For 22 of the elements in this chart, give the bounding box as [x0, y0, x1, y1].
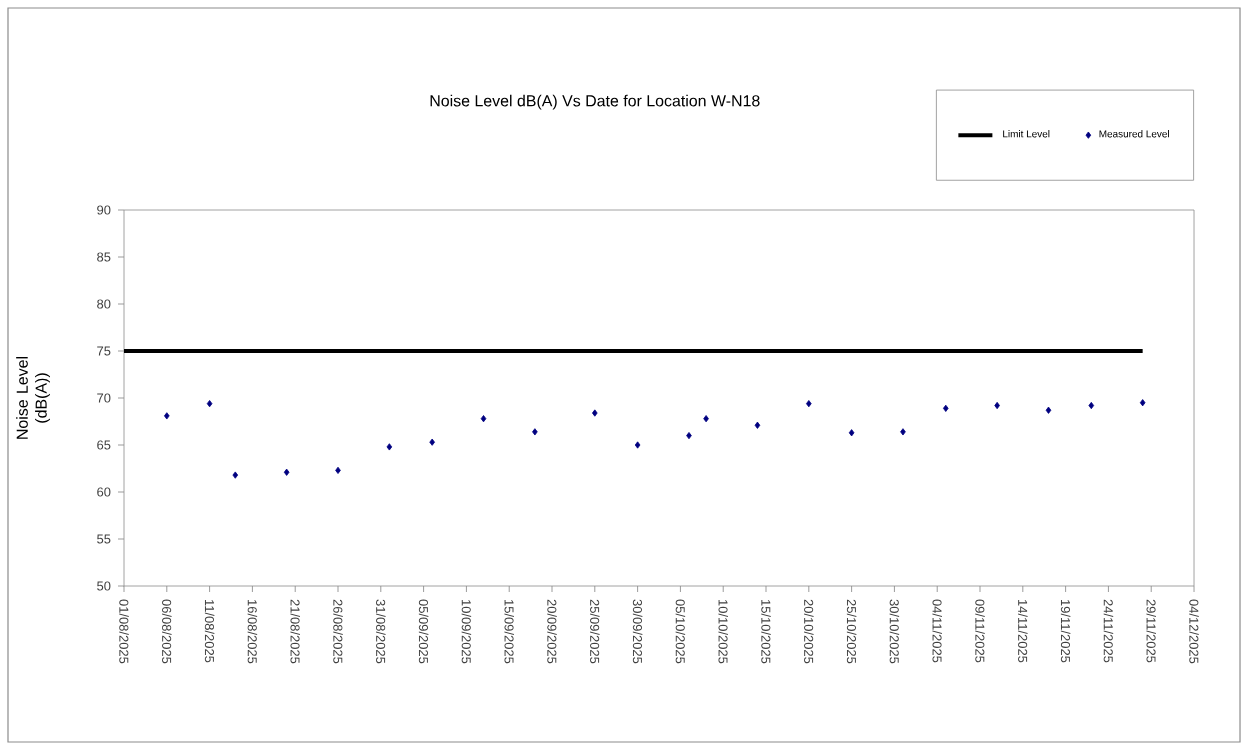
point — [1139, 399, 1146, 407]
point — [1088, 401, 1095, 410]
point — [283, 468, 290, 476]
point — [634, 441, 641, 449]
point — [532, 428, 538, 436]
point — [942, 404, 949, 412]
point — [806, 400, 812, 408]
point — [429, 438, 435, 446]
point — [386, 443, 393, 451]
point — [164, 412, 170, 420]
point — [703, 415, 709, 423]
point — [232, 471, 239, 479]
point — [848, 429, 855, 437]
point — [480, 415, 487, 423]
point — [994, 401, 1000, 410]
point — [686, 432, 692, 440]
point — [1045, 406, 1052, 414]
point — [592, 409, 598, 417]
point — [206, 400, 213, 408]
point — [335, 466, 341, 474]
point — [900, 428, 906, 436]
point — [754, 421, 761, 429]
